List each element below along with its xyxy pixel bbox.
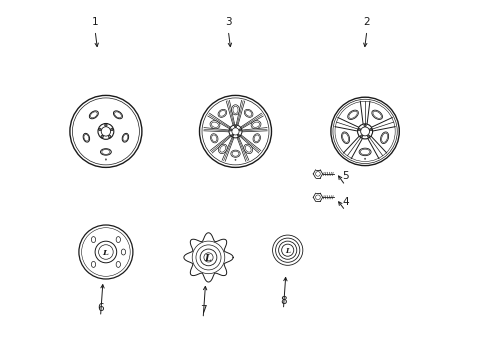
Ellipse shape xyxy=(380,132,388,144)
Ellipse shape xyxy=(244,144,252,154)
Ellipse shape xyxy=(83,133,89,142)
Ellipse shape xyxy=(116,237,120,243)
Ellipse shape xyxy=(250,121,261,129)
Ellipse shape xyxy=(113,111,122,119)
Ellipse shape xyxy=(122,133,128,142)
Text: 1: 1 xyxy=(92,17,98,27)
Ellipse shape xyxy=(210,134,218,143)
Text: 4: 4 xyxy=(341,197,348,207)
Ellipse shape xyxy=(209,121,220,129)
Text: 5: 5 xyxy=(341,171,348,181)
Ellipse shape xyxy=(91,261,96,267)
Text: 8: 8 xyxy=(280,296,286,306)
Text: 3: 3 xyxy=(224,17,231,27)
Polygon shape xyxy=(183,233,233,282)
Ellipse shape xyxy=(89,111,98,119)
Text: L: L xyxy=(102,249,108,257)
Ellipse shape xyxy=(231,105,239,115)
Ellipse shape xyxy=(244,109,252,117)
Ellipse shape xyxy=(230,150,240,157)
Ellipse shape xyxy=(91,237,96,243)
Text: 7: 7 xyxy=(200,305,206,315)
Text: L: L xyxy=(204,254,211,263)
Text: 2: 2 xyxy=(363,17,369,27)
Ellipse shape xyxy=(358,148,370,156)
Ellipse shape xyxy=(252,134,260,143)
Ellipse shape xyxy=(341,132,349,144)
Text: 6: 6 xyxy=(97,303,103,313)
Ellipse shape xyxy=(101,149,111,155)
Ellipse shape xyxy=(347,110,358,120)
Ellipse shape xyxy=(218,144,227,154)
Ellipse shape xyxy=(218,109,226,117)
Ellipse shape xyxy=(116,261,120,267)
Text: L: L xyxy=(284,247,289,255)
Ellipse shape xyxy=(121,249,125,255)
Ellipse shape xyxy=(371,110,382,120)
